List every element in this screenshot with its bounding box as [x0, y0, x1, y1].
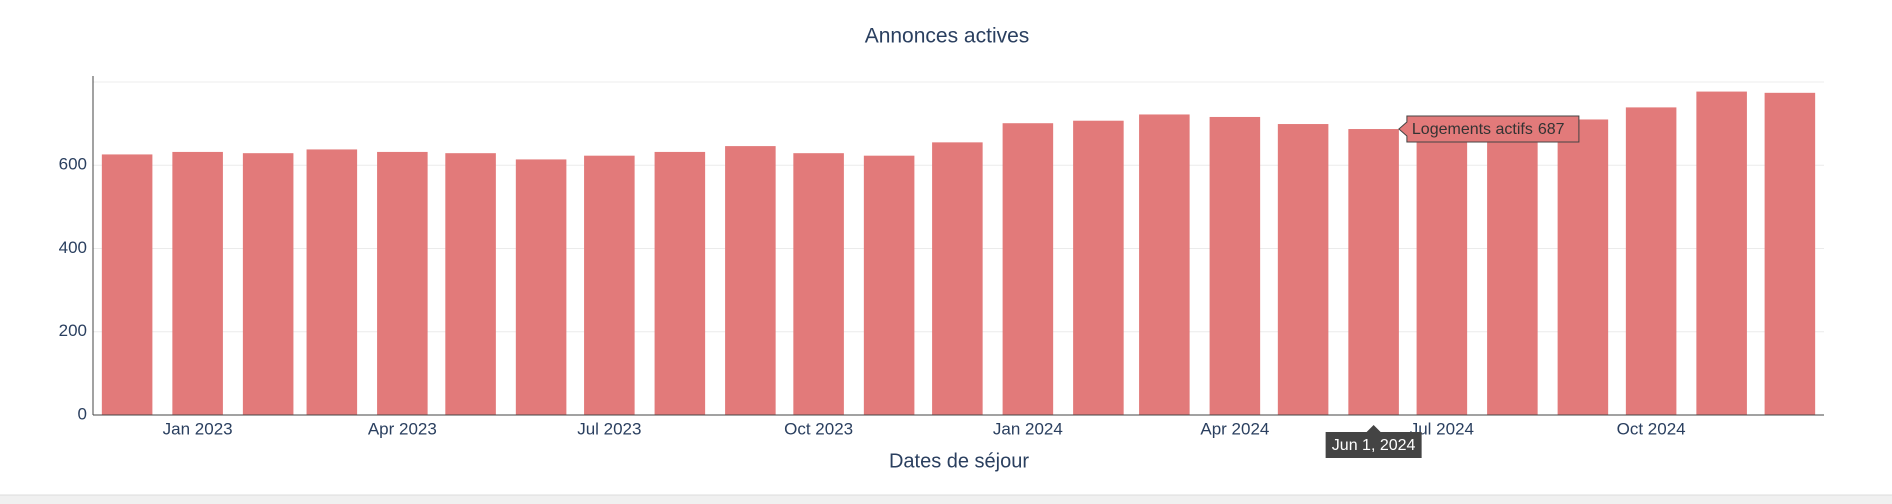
bar [1073, 120, 1124, 416]
x-tick-label: Apr 2024 [1200, 419, 1269, 438]
bar [1557, 119, 1609, 416]
bar [242, 153, 294, 415]
bar [584, 155, 635, 415]
hover-tooltip: Logements actifs 687 [1398, 115, 1580, 143]
bar [377, 151, 428, 415]
bar [306, 149, 358, 415]
y-tick-label: 200 [59, 321, 87, 340]
bar [1002, 123, 1054, 416]
x-tick-label: Oct 2023 [784, 419, 853, 438]
hover-x-box [1325, 425, 1422, 458]
page-footer-band [0, 495, 1892, 504]
hover-x-label: Jun 1, 2024 [1325, 425, 1422, 458]
bar [1764, 92, 1816, 415]
x-tick-label: Jul 2024 [1410, 419, 1474, 438]
hover-x-text: Jun 1, 2024 [1332, 437, 1416, 454]
bar [445, 153, 496, 415]
bar [1696, 91, 1747, 415]
chart-title: Annonces actives [865, 25, 1030, 48]
bar [654, 151, 706, 415]
bar [1209, 116, 1261, 415]
bar [932, 142, 983, 415]
bar [1487, 123, 1538, 415]
bar [172, 151, 223, 415]
x-tick-label: Oct 2024 [1617, 419, 1686, 438]
x-tick-label: Apr 2023 [368, 419, 437, 438]
bar [793, 153, 844, 415]
y-tick-label: 0 [78, 404, 87, 423]
hover-series-name: Logements actifs [1412, 121, 1533, 138]
bar [515, 159, 567, 415]
bar [1416, 125, 1468, 416]
x-tick-label: Jul 2023 [577, 419, 641, 438]
bar [725, 146, 776, 416]
x-tick-label: Jan 2023 [163, 419, 233, 438]
bar [863, 155, 915, 415]
y-tick-label: 600 [59, 155, 87, 174]
bar [101, 154, 153, 416]
x-axis-title: Dates de séjour [889, 450, 1029, 472]
hover-value: 687 [1538, 121, 1565, 138]
bar [1625, 107, 1677, 416]
bar [1348, 129, 1399, 415]
x-tick-label: Jan 2024 [993, 419, 1063, 438]
y-tick-label: 400 [59, 238, 87, 257]
bar [1139, 114, 1190, 415]
hover-text: Logements actifs 687 [1412, 121, 1565, 138]
bar [1277, 124, 1329, 415]
hover-box [1398, 115, 1580, 143]
